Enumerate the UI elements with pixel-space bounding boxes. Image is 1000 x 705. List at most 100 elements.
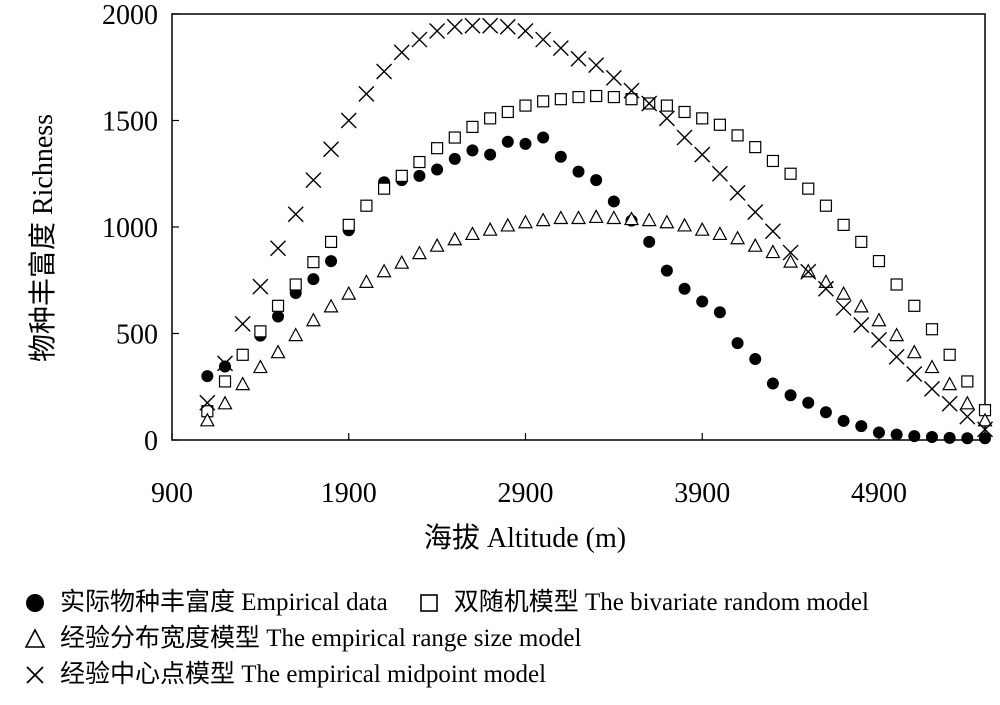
x-tick-label: 900: [151, 478, 193, 509]
empirical-data-point: [802, 396, 815, 409]
bivariate-model-point: [625, 93, 638, 106]
empirical-data-point: [431, 163, 444, 176]
range-size-model-point: [394, 254, 410, 269]
empirical-data-point: [819, 406, 832, 419]
series-filled-circle: [201, 131, 991, 445]
midpoint-model-point: [287, 206, 304, 223]
empirical-data-point: [961, 432, 974, 445]
bivariate-model-point: [377, 182, 391, 195]
range-size-model-point: [270, 344, 286, 359]
filled-circle-icon: [26, 594, 44, 612]
midpoint-model-point: [252, 278, 269, 295]
legend-row-1: 实际物种丰富度 Empirical data 双随机模型 The bivaria…: [22, 585, 992, 621]
midpoint-model-point: [588, 57, 605, 74]
x-tick-label: 2900: [497, 478, 553, 509]
range-size-model-point: [464, 226, 480, 241]
midpoint-model-point: [764, 223, 781, 240]
range-size-model-point: [659, 214, 675, 229]
bivariate-model-point: [890, 278, 903, 291]
legend-label-midpoint: 经验中心点模型 The empirical midpoint model: [60, 661, 547, 688]
empirical-data-point: [660, 264, 673, 277]
empirical-data-point: [678, 282, 691, 295]
range-size-model-point: [411, 245, 427, 260]
bivariate-model-point: [872, 254, 886, 268]
bivariate-model-point: [696, 112, 709, 125]
empirical-data-point: [272, 310, 285, 323]
legend-label-bivariate: 双随机模型 The bivariate random model: [453, 589, 869, 616]
bivariate-model-point: [961, 375, 974, 388]
range-size-model-point: [783, 253, 799, 268]
range-size-model-point: [500, 217, 516, 232]
midpoint-model-point: [888, 348, 905, 365]
bivariate-model-point: [572, 90, 585, 104]
empirical-data-point: [696, 295, 709, 308]
x-tick-label: 3900: [674, 478, 730, 509]
chart: 0 500 1000 1500 2000 900 1900 2900 3900 4900 物种丰富…: [27, 0, 993, 554]
bivariate-model-point: [271, 299, 285, 312]
range-size-model-point: [235, 376, 251, 391]
range-size-model-point: [836, 285, 852, 300]
bivariate-model-point: [590, 89, 603, 103]
midpoint-model-point: [800, 263, 817, 280]
range-size-model-point: [889, 327, 905, 342]
midpoint-model-point: [906, 365, 923, 382]
bivariate-model-point: [766, 154, 780, 168]
bivariate-model-point: [254, 325, 267, 338]
empirical-data-point: [837, 414, 850, 427]
empirical-data-point: [466, 144, 479, 157]
range-size-model-point: [447, 231, 463, 246]
bivariate-model-point: [324, 235, 338, 249]
empirical-data-point: [890, 428, 903, 441]
series-x: [199, 17, 993, 438]
y-tick-label: 2000: [102, 0, 158, 31]
range-size-model-point: [747, 237, 763, 252]
bivariate-model-point: [360, 199, 373, 212]
midpoint-model-point: [199, 394, 216, 411]
range-size-model-point: [765, 244, 781, 259]
midpoint-model-point: [270, 240, 287, 257]
bivariate-model-point: [749, 141, 762, 154]
bivariate-model-point: [554, 93, 567, 106]
y-tick-label: 0: [144, 426, 158, 457]
bivariate-model-point: [342, 218, 355, 231]
empirical-data-point: [855, 420, 868, 433]
range-size-model-point: [677, 217, 693, 232]
bivariate-model-point: [413, 155, 426, 169]
plot-frame: [171, 13, 986, 441]
range-size-model-point: [959, 395, 975, 410]
empirical-data-point: [607, 195, 620, 208]
x-mark-icon: [26, 666, 44, 684]
midpoint-model-point: [411, 31, 428, 48]
bivariate-model-point: [660, 99, 673, 112]
x-tick-label: 4900: [851, 478, 907, 509]
empirical-data-point: [643, 235, 656, 248]
open-square-icon: [419, 594, 438, 612]
range-size-model-point: [924, 359, 940, 374]
empirical-data-point: [572, 165, 585, 178]
range-size-model-point: [906, 344, 922, 359]
bivariate-model-point: [855, 235, 868, 249]
midpoint-model-point: [817, 280, 834, 297]
bivariate-model-point: [307, 256, 320, 269]
empirical-data-point: [519, 137, 532, 150]
range-size-model-point: [535, 212, 551, 227]
range-size-model-point: [217, 395, 233, 410]
bivariate-model-point: [289, 278, 302, 291]
midpoint-model-point: [782, 244, 799, 261]
midpoint-model-point: [923, 380, 940, 397]
bivariate-model-point: [395, 169, 408, 182]
midpoint-model-point: [393, 44, 410, 61]
midpoint-model-point: [623, 82, 640, 99]
series-open-triangle: [199, 209, 993, 427]
midpoint-model-point: [552, 40, 569, 57]
bivariate-model-point: [731, 129, 744, 142]
range-size-model-point: [818, 274, 834, 288]
midpoint-model-point: [482, 17, 499, 34]
bivariate-model-point: [925, 323, 939, 336]
empirical-data-point: [484, 148, 497, 161]
empirical-data-point: [943, 431, 956, 444]
range-size-model-point: [570, 210, 587, 225]
chart-marks: [199, 17, 993, 445]
midpoint-model-point: [729, 184, 746, 201]
midpoint-model-point: [658, 110, 675, 127]
